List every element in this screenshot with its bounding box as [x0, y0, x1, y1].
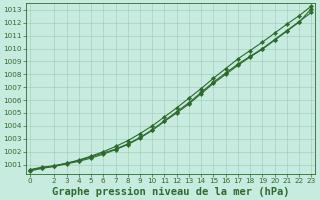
X-axis label: Graphe pression niveau de la mer (hPa): Graphe pression niveau de la mer (hPa): [52, 186, 289, 197]
